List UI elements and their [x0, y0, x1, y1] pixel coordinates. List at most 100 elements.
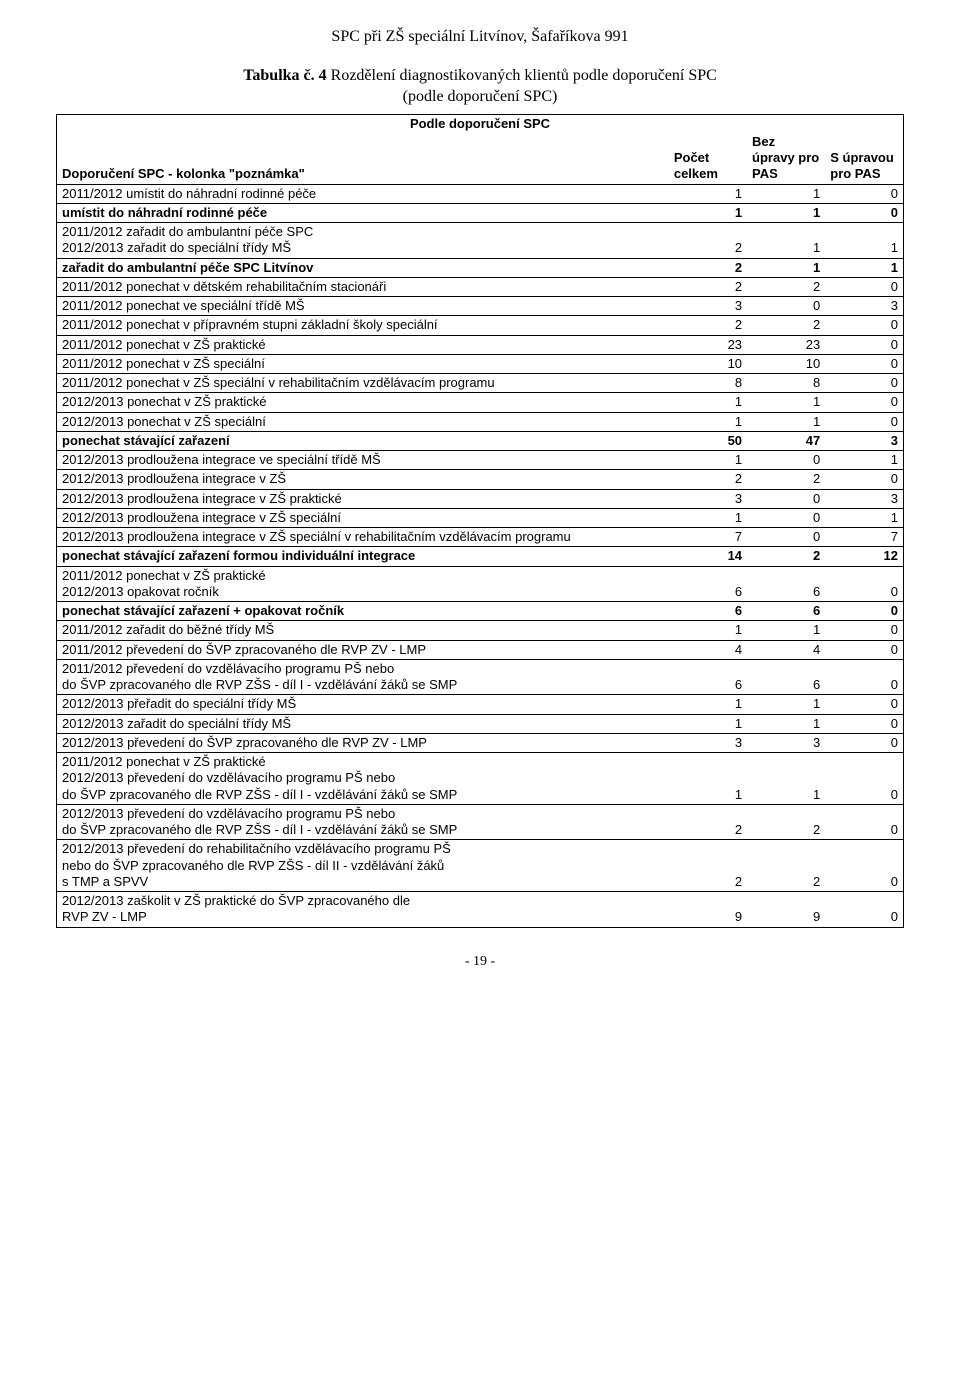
row-count: 4 [669, 640, 747, 659]
table-row: 2011/2012 ponechat v ZŠ speciální10100 [57, 354, 904, 373]
row-count: 3 [669, 489, 747, 508]
row-bez: 2 [747, 470, 825, 489]
table-row: zařadit do ambulantní péče SPC Litvínov2… [57, 258, 904, 277]
row-count: 1 [669, 508, 747, 527]
title-line2: (podle doporučení SPC) [403, 88, 558, 105]
row-count: 7 [669, 528, 747, 547]
table-caption: Podle doporučení SPC [57, 114, 904, 133]
row-bez: 6 [747, 602, 825, 621]
row-supr: 0 [825, 733, 903, 752]
table-row: 2012/2013 prodloužena integrace v ZŠ spe… [57, 508, 904, 527]
table-row: 2012/2013 zaškolit v ZŠ praktické do ŠVP… [57, 892, 904, 928]
row-bez: 1 [747, 412, 825, 431]
row-count: 9 [669, 892, 747, 928]
row-count: 1 [669, 393, 747, 412]
row-count: 1 [669, 203, 747, 222]
row-label: 2012/2013 převedení do ŠVP zpracovaného … [57, 733, 669, 752]
row-bez: 10 [747, 354, 825, 373]
row-count: 6 [669, 602, 747, 621]
table-row: 2012/2013 ponechat v ZŠ speciální110 [57, 412, 904, 431]
row-label: 2011/2012 zařadit do ambulantní péče SPC… [57, 223, 669, 259]
table-row: 2012/2013 prodloužena integrace v ZŠ pra… [57, 489, 904, 508]
row-count: 1 [669, 753, 747, 805]
row-supr: 0 [825, 659, 903, 695]
row-bez: 2 [747, 547, 825, 566]
row-supr: 0 [825, 277, 903, 296]
row-supr: 0 [825, 892, 903, 928]
row-label: 2011/2012 ponechat v přípravném stupni z… [57, 316, 669, 335]
row-bez: 4 [747, 640, 825, 659]
title-prefix: Tabulka č. 4 [243, 67, 326, 84]
row-supr: 0 [825, 804, 903, 840]
row-supr: 1 [825, 258, 903, 277]
row-supr: 0 [825, 184, 903, 203]
row-label: 2011/2012 ponechat ve speciální třídě MŠ [57, 297, 669, 316]
row-label: 2011/2012 umístit do náhradní rodinné pé… [57, 184, 669, 203]
row-count: 2 [669, 316, 747, 335]
row-bez: 0 [747, 489, 825, 508]
row-supr: 0 [825, 203, 903, 222]
row-supr: 3 [825, 489, 903, 508]
row-supr: 0 [825, 602, 903, 621]
row-label: 2012/2013 přeřadit do speciální třídy MŠ [57, 695, 669, 714]
row-label: 2012/2013 zaškolit v ZŠ praktické do ŠVP… [57, 892, 669, 928]
table-row: 2012/2013 zařadit do speciální třídy MŠ1… [57, 714, 904, 733]
row-count: 1 [669, 451, 747, 470]
table-row: 2011/2012 umístit do náhradní rodinné pé… [57, 184, 904, 203]
row-supr: 3 [825, 297, 903, 316]
row-bez: 0 [747, 508, 825, 527]
table-row: 2011/2012 zařadit do běžné třídy MŠ110 [57, 621, 904, 640]
row-count: 2 [669, 470, 747, 489]
row-count: 2 [669, 223, 747, 259]
row-supr: 1 [825, 223, 903, 259]
table-row: ponechat stávající zařazení + opakovat r… [57, 602, 904, 621]
row-label: 2012/2013 prodloužena integrace ve speci… [57, 451, 669, 470]
row-label: 2011/2012 ponechat v ZŠ speciální v reha… [57, 374, 669, 393]
table-row: 2011/2012 převedení do ŠVP zpracovaného … [57, 640, 904, 659]
row-bez: 2 [747, 840, 825, 892]
row-bez: 2 [747, 316, 825, 335]
row-count: 8 [669, 374, 747, 393]
row-bez: 0 [747, 297, 825, 316]
table-row: 2011/2012 ponechat v ZŠ speciální v reha… [57, 374, 904, 393]
row-count: 2 [669, 840, 747, 892]
row-count: 1 [669, 714, 747, 733]
row-supr: 3 [825, 431, 903, 450]
table-row: 2011/2012 ponechat v přípravném stupni z… [57, 316, 904, 335]
row-supr: 0 [825, 412, 903, 431]
row-supr: 0 [825, 316, 903, 335]
row-supr: 1 [825, 508, 903, 527]
row-label: 2011/2012 ponechat v ZŠ speciální [57, 354, 669, 373]
row-label: 2011/2012 ponechat v ZŠ praktické [57, 335, 669, 354]
row-label: 2012/2013 převedení do rehabilitačního v… [57, 840, 669, 892]
row-supr: 0 [825, 695, 903, 714]
row-supr: 0 [825, 566, 903, 602]
row-label: 2012/2013 prodloužena integrace v ZŠ pra… [57, 489, 669, 508]
table-row: 2012/2013 převedení do rehabilitačního v… [57, 840, 904, 892]
row-bez: 1 [747, 695, 825, 714]
row-supr: 0 [825, 640, 903, 659]
page-number: - 19 - [56, 954, 904, 970]
row-label: 2012/2013 převedení do vzdělávacího prog… [57, 804, 669, 840]
col-header-bez: Bez úpravy pro PAS [747, 133, 825, 184]
row-bez: 3 [747, 733, 825, 752]
row-supr: 0 [825, 840, 903, 892]
row-supr: 0 [825, 753, 903, 805]
row-label: 2012/2013 prodloužena integrace v ZŠ [57, 470, 669, 489]
table-row: 2011/2012 převedení do vzdělávacího prog… [57, 659, 904, 695]
row-count: 2 [669, 258, 747, 277]
col-header-count: Počet celkem [669, 133, 747, 184]
col-header-label: Doporučení SPC - kolonka "poznámka" [57, 133, 669, 184]
row-count: 2 [669, 804, 747, 840]
row-bez: 23 [747, 335, 825, 354]
table-row: 2012/2013 ponechat v ZŠ praktické110 [57, 393, 904, 412]
table-row: ponechat stávající zařazení formou indiv… [57, 547, 904, 566]
row-supr: 0 [825, 374, 903, 393]
row-bez: 1 [747, 753, 825, 805]
row-count: 1 [669, 621, 747, 640]
row-label: 2011/2012 převedení do ŠVP zpracovaného … [57, 640, 669, 659]
table-row: 2011/2012 ponechat v dětském rehabilitač… [57, 277, 904, 296]
row-bez: 1 [747, 223, 825, 259]
row-label: ponechat stávající zařazení [57, 431, 669, 450]
row-label: 2012/2013 prodloužena integrace v ZŠ spe… [57, 528, 669, 547]
